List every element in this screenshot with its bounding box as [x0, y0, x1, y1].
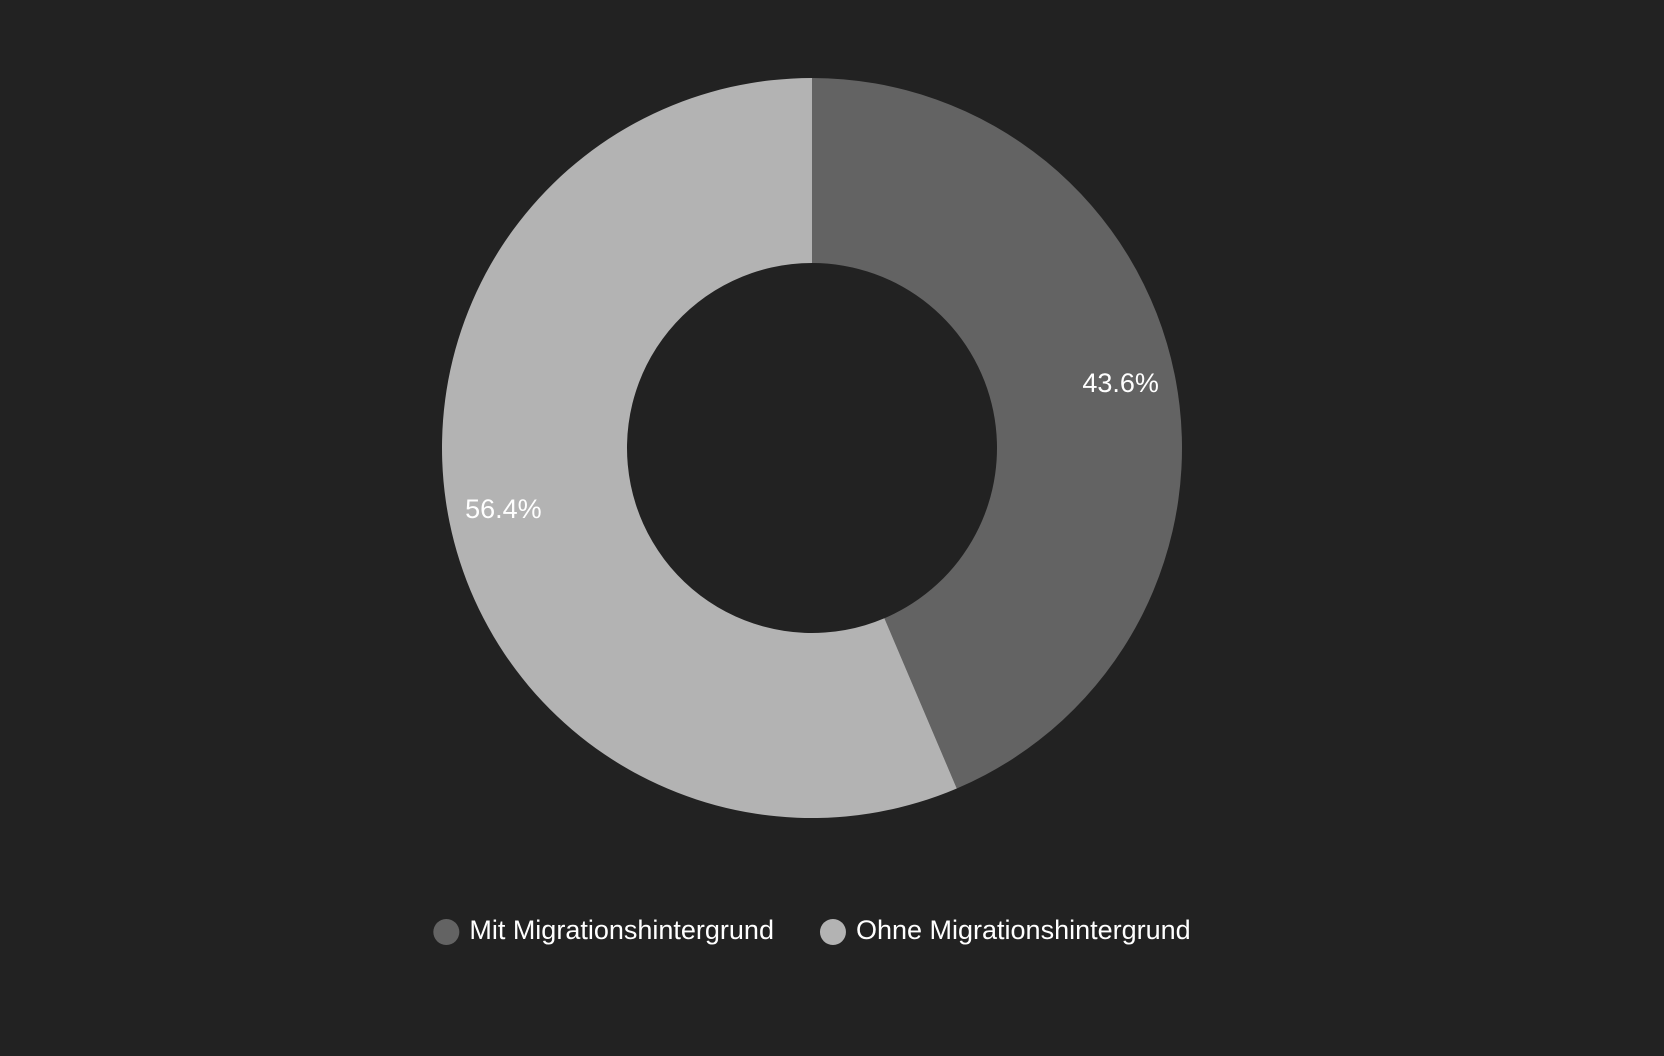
donut-slice-labels: 43.6% 56.4% — [465, 368, 1159, 524]
legend: Mit Migrationshintergrund Ohne Migrations… — [433, 915, 1191, 945]
legend-swatch — [433, 919, 460, 945]
slice-label-mit-migrationshintergrund: 43.6% — [1082, 368, 1159, 398]
slice-ohne-migrationshintergrund[interactable] — [442, 78, 957, 818]
legend-item-ohne-migrationshintergrund[interactable]: Ohne Migrationshintergrund — [819, 915, 1191, 945]
slice-label-ohne-migrationshintergrund: 56.4% — [465, 494, 542, 524]
legend-label: Ohne Migrationshintergrund — [856, 915, 1191, 945]
legend-label: Mit Migrationshintergrund — [469, 915, 774, 945]
donut-slices — [442, 78, 1183, 818]
legend-swatch — [819, 919, 846, 945]
slice-mit-migrationshintergrund[interactable] — [812, 78, 1183, 789]
legend-item-mit-migrationshintergrund[interactable]: Mit Migrationshintergrund — [433, 915, 774, 945]
